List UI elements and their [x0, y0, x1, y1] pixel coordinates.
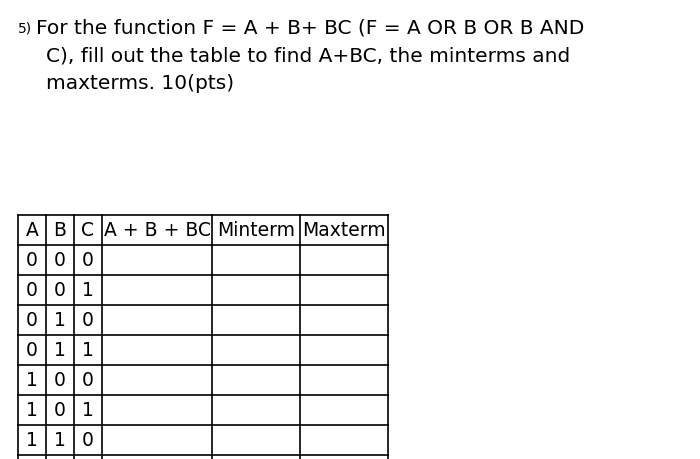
Text: 0: 0 [54, 370, 66, 390]
Text: Maxterm: Maxterm [302, 220, 386, 240]
Text: For the function F = A + B+ BC (F = A OR B OR B AND: For the function F = A + B+ BC (F = A OR… [36, 18, 584, 37]
Text: 1: 1 [54, 310, 66, 330]
Text: Minterm: Minterm [217, 220, 295, 240]
Text: 1: 1 [82, 280, 94, 300]
Text: maxterms. 10(pts): maxterms. 10(pts) [46, 74, 234, 93]
Text: 0: 0 [54, 280, 66, 300]
Text: 1: 1 [82, 341, 94, 359]
Text: 1: 1 [54, 431, 66, 449]
Text: 0: 0 [26, 310, 38, 330]
Text: 1: 1 [82, 401, 94, 420]
Text: A: A [26, 220, 38, 240]
Text: 0: 0 [26, 251, 38, 269]
Text: 0: 0 [26, 280, 38, 300]
Text: 1: 1 [26, 370, 38, 390]
Text: 1: 1 [54, 341, 66, 359]
Text: 0: 0 [26, 341, 38, 359]
Text: C: C [81, 220, 94, 240]
Text: 0: 0 [82, 370, 94, 390]
Text: 0: 0 [82, 251, 94, 269]
Text: 0: 0 [82, 431, 94, 449]
Text: C), fill out the table to find A+BC, the minterms and: C), fill out the table to find A+BC, the… [46, 46, 570, 65]
Text: A + B + BC: A + B + BC [104, 220, 211, 240]
Text: 0: 0 [54, 401, 66, 420]
Text: 1: 1 [26, 431, 38, 449]
Text: 0: 0 [54, 251, 66, 269]
Text: 0: 0 [82, 310, 94, 330]
Text: 5): 5) [18, 22, 32, 36]
Text: 1: 1 [26, 401, 38, 420]
Text: B: B [53, 220, 66, 240]
